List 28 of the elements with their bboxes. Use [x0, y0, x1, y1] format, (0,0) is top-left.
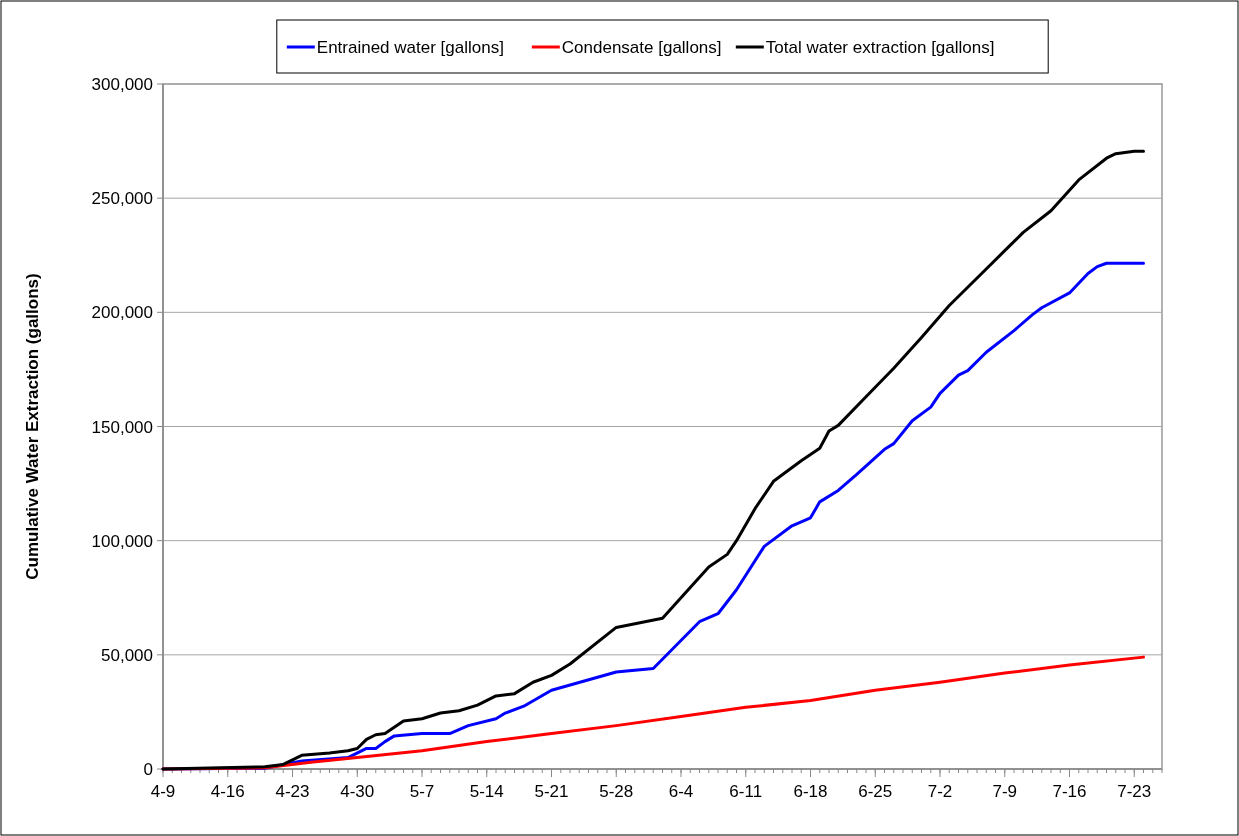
x-tick-label: 7-2	[927, 782, 953, 801]
x-tick-label: 5-21	[534, 782, 569, 801]
line-series	[161, 149, 1145, 771]
y-tick-label: 100,000	[91, 531, 153, 551]
y-axis-title: Cumulative Water Extraction (gallons)	[23, 273, 42, 580]
x-tick-label: 4-30	[340, 782, 375, 801]
x-tick-label: 6-4	[668, 782, 694, 801]
x-tick-label: 5-28	[599, 782, 634, 801]
y-tick-label: 250,000	[91, 189, 153, 209]
y-tick-label: 200,000	[91, 303, 153, 323]
x-tick-label: 6-18	[793, 782, 828, 801]
x-tick-label: 6-11	[729, 782, 763, 801]
x-tick-label: 4-16	[210, 782, 245, 801]
x-tick-label: 4-9	[150, 782, 176, 801]
y-tick-label: 300,000	[91, 75, 153, 94]
x-tick-label: 7-23	[1117, 782, 1152, 801]
y-tick-label: 150,000	[91, 417, 153, 437]
x-tick-label: 6-25	[858, 782, 893, 801]
x-tick-label: 4-23	[275, 782, 310, 801]
y-tick-label: 0	[143, 760, 153, 779]
legend-label: Entrained water [gallons]	[316, 38, 504, 57]
x-tick-label: 5-14	[469, 782, 504, 801]
legend-label: Total water extraction [gallons]	[765, 38, 995, 57]
x-tick-label: 5-7	[409, 782, 435, 801]
x-tick-label: 7-16	[1052, 782, 1087, 801]
legend-label: Condensate [gallons]	[561, 38, 722, 57]
x-tick-label: 7-9	[992, 782, 1018, 801]
y-tick-label: 50,000	[101, 645, 153, 665]
